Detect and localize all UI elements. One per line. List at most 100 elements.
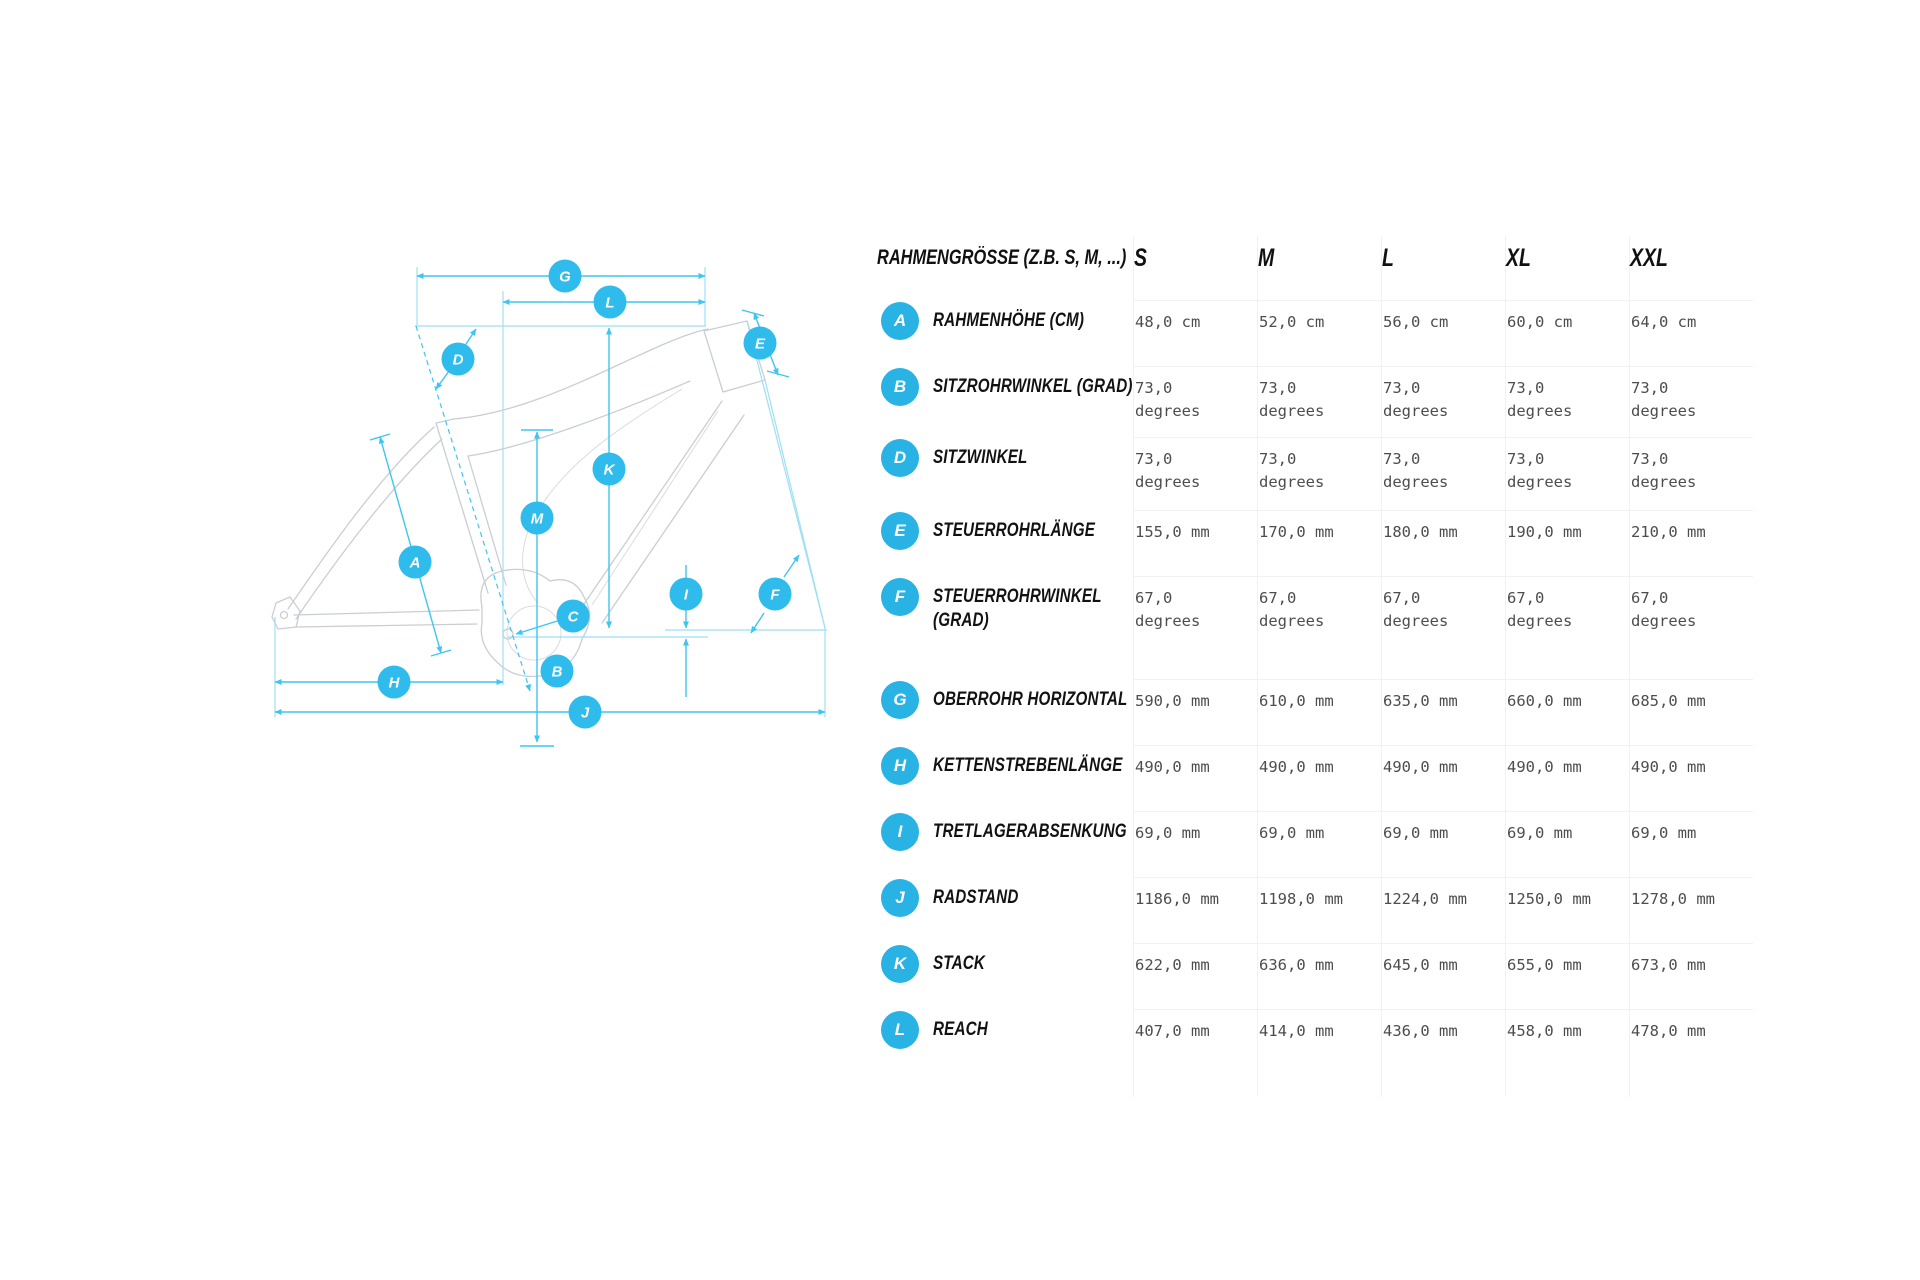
header-size-l: L	[1381, 236, 1505, 300]
row-badge-cell: E	[877, 510, 933, 550]
geometry-value-m: 69,0 mm	[1257, 811, 1381, 877]
row-label: KETTENSTREBENLÄNGE	[933, 754, 1123, 776]
diagram-badges: G L D E A M K C B H I J F	[377, 259, 792, 729]
geometry-value-xxl: 69,0 mm	[1629, 811, 1753, 877]
svg-text:H: H	[389, 675, 401, 692]
row-badge-cell: L	[877, 1009, 933, 1049]
geometry-value-s: 155,0 mm	[1133, 510, 1257, 576]
geometry-value-xxl: 64,0 cm	[1629, 300, 1753, 366]
row-letter-badge: G	[881, 681, 919, 719]
geometry-table-header: RAHMENGRÖSSE (Z.B. S, M, ...) S M L XL X…	[877, 236, 1792, 300]
row-letter-badge: J	[881, 879, 919, 917]
geometry-value-s: 407,0 mm	[1133, 1009, 1257, 1097]
geometry-value-xl: 490,0 mm	[1505, 745, 1629, 811]
f-arrow-down	[750, 612, 765, 634]
bike-frame-outline	[271, 320, 766, 678]
geometry-value-xxl: 673,0 mm	[1629, 943, 1753, 1009]
a-top-tick	[369, 433, 391, 441]
geometry-value-xxl: 478,0 mm	[1629, 1009, 1753, 1097]
badge-i: I	[669, 577, 703, 611]
top-tube-upper	[453, 328, 709, 420]
geometry-value-m: 67,0 degrees	[1257, 576, 1381, 679]
badge-f: F	[758, 577, 792, 611]
row-badge-cell: G	[877, 679, 933, 719]
geometry-value-s: 69,0 mm	[1133, 811, 1257, 877]
seat-stay-lower	[295, 438, 443, 620]
geometry-value-l: 490,0 mm	[1381, 745, 1505, 811]
geometry-value-xl: 73,0 degrees	[1505, 437, 1629, 510]
svg-text:M: M	[531, 511, 544, 528]
geometry-value-s: 73,0 degrees	[1133, 366, 1257, 437]
geometry-row: A RAHMENHÖHE (CM) 48,0 cm 52,0 cm 56,0 c…	[877, 300, 1792, 366]
geometry-value-l: 635,0 mm	[1381, 679, 1505, 745]
seat-stay-upper	[287, 426, 435, 610]
geometry-value-l: 73,0 degrees	[1381, 366, 1505, 437]
badge-m: M	[520, 501, 554, 535]
row-letter-badge: A	[881, 302, 919, 340]
geometry-value-m: 636,0 mm	[1257, 943, 1381, 1009]
header-size-xxl: XXL	[1629, 236, 1753, 300]
geometry-value-l: 645,0 mm	[1381, 943, 1505, 1009]
geometry-value-xl: 458,0 mm	[1505, 1009, 1629, 1097]
geometry-value-xl: 660,0 mm	[1505, 679, 1629, 745]
geometry-row: B SITZROHRWINKEL (GRAD) 73,0 degrees 73,…	[877, 366, 1792, 437]
row-letter-badge: E	[881, 512, 919, 550]
geometry-value-xxl: 73,0 degrees	[1629, 437, 1753, 510]
bike-geometry-diagram: G L D E A M K C B H I J F	[271, 259, 827, 747]
row-letter-badge: B	[881, 368, 919, 406]
chain-stay-upper	[293, 609, 480, 616]
geometry-value-m: 170,0 mm	[1257, 510, 1381, 576]
row-label: SITZWINKEL	[933, 446, 1028, 468]
badge-l: L	[593, 285, 627, 319]
motor-housing	[480, 568, 591, 678]
seat-angle-line	[415, 325, 531, 692]
geometry-value-xxl: 1278,0 mm	[1629, 877, 1753, 943]
geometry-value-xl: 1250,0 mm	[1505, 877, 1629, 943]
row-label: OBERROHR HORIZONTAL	[933, 688, 1128, 710]
chain-stay-lower	[295, 623, 478, 628]
geometry-rows: A RAHMENHÖHE (CM) 48,0 cm 52,0 cm 56,0 c…	[877, 300, 1792, 1097]
geometry-row: I TRETLAGERABSENKUNG 69,0 mm 69,0 mm 69,…	[877, 811, 1792, 877]
header-size-m: M	[1257, 236, 1381, 300]
row-badge-cell: J	[877, 877, 933, 917]
row-letter-badge: D	[881, 439, 919, 477]
row-badge-cell: K	[877, 943, 933, 983]
rear-dropout	[271, 596, 301, 630]
geometry-value-xxl: 685,0 mm	[1629, 679, 1753, 745]
row-label: SITZROHRWINKEL (GRAD)	[933, 375, 1133, 397]
svg-text:B: B	[552, 664, 563, 681]
geometry-table: RAHMENGRÖSSE (Z.B. S, M, ...) S M L XL X…	[877, 236, 1792, 1097]
geometry-value-xl: 67,0 degrees	[1505, 576, 1629, 679]
header-size-s: S	[1133, 236, 1257, 300]
row-label: RAHMENHÖHE (CM)	[933, 309, 1085, 331]
geometry-value-l: 436,0 mm	[1381, 1009, 1505, 1097]
badge-d: D	[441, 342, 475, 376]
fork-line	[764, 379, 826, 629]
row-letter-badge: F	[881, 578, 919, 616]
geometry-value-l: 67,0 degrees	[1381, 576, 1505, 679]
top-tube-lower	[467, 380, 691, 457]
geometry-value-xl: 655,0 mm	[1505, 943, 1629, 1009]
geometry-value-l: 180,0 mm	[1381, 510, 1505, 576]
geometry-row: D SITZWINKEL 73,0 degrees 73,0 degrees 7…	[877, 437, 1792, 510]
geometry-value-xl: 60,0 cm	[1505, 300, 1629, 366]
geometry-row: J RADSTAND 1186,0 mm 1198,0 mm 1224,0 mm…	[877, 877, 1792, 943]
geometry-row: L REACH 407,0 mm 414,0 mm 436,0 mm 458,0…	[877, 1009, 1792, 1097]
row-label: STEUERROHRWINKEL (GRAD)	[933, 585, 1102, 631]
svg-text:L: L	[605, 295, 614, 312]
row-label: RADSTAND	[933, 886, 1019, 908]
row-badge-cell: A	[877, 300, 933, 340]
geometry-row: H KETTENSTREBENLÄNGE 490,0 mm 490,0 mm 4…	[877, 745, 1792, 811]
row-badge-cell: I	[877, 811, 933, 851]
row-letter-badge: I	[881, 813, 919, 851]
geometry-row: K STACK 622,0 mm 636,0 mm 645,0 mm 655,0…	[877, 943, 1792, 1009]
geometry-row: F STEUERROHRWINKEL (GRAD) 67,0 degrees 6…	[877, 576, 1792, 679]
geometry-value-m: 52,0 cm	[1257, 300, 1381, 366]
row-badge-cell: D	[877, 437, 933, 477]
chainring	[506, 605, 562, 661]
header-size-xl: XL	[1505, 236, 1629, 300]
down-tube-upper	[581, 400, 723, 608]
geometry-value-l: 56,0 cm	[1381, 300, 1505, 366]
geometry-value-s: 73,0 degrees	[1133, 437, 1257, 510]
geometry-value-l: 69,0 mm	[1381, 811, 1505, 877]
